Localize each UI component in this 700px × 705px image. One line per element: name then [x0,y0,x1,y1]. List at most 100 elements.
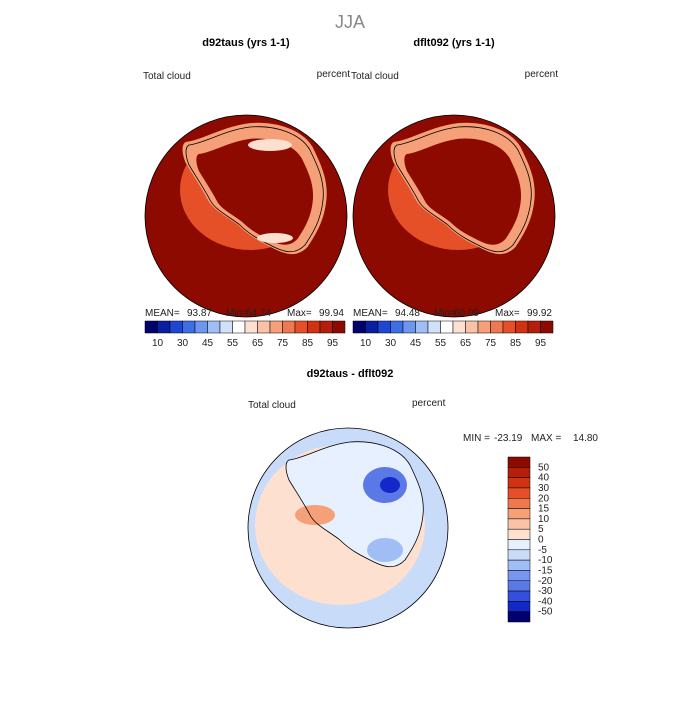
stat-label: Min= [226,308,248,319]
colorbar-label: 10 [360,338,372,349]
colorbar-label: 75 [277,338,289,349]
colorbar-box [169,320,183,334]
colorbar-box [219,320,233,334]
colorbar-label: -10 [538,555,553,566]
colorbar-label: 30 [538,483,550,494]
colorbar-box [257,320,271,334]
colorbar-box [507,528,531,540]
stat-label: Max= [495,308,520,319]
colorbar-box [319,320,333,334]
colorbar-label: 55 [435,338,447,349]
stat-label: Max= [287,308,312,319]
colorbar-box [507,611,531,623]
units-label: percent [317,69,351,80]
colorbar-box [507,477,531,489]
colorbar-box [232,320,246,334]
panel-title: d92taus - dflt092 [307,368,394,380]
colorbar-box [307,320,321,334]
colorbar-box [477,320,491,334]
stat-label: Min= [434,308,456,319]
colorbar-label: 85 [302,338,314,349]
colorbar-box [269,320,283,334]
colorbar-box [507,498,531,509]
stat-label: MIN = [463,433,490,444]
colorbar-label: -40 [538,596,553,607]
colorbar-box [502,320,516,334]
colorbar-label: -5 [538,545,547,556]
colorbar-box [144,320,158,334]
colorbar-box [402,320,416,334]
colorbar-box [244,320,258,334]
colorbar-label: 10 [538,514,550,525]
colorbar-label: 5 [538,524,544,535]
colorbar-box [507,580,531,592]
colorbar-box [507,539,531,551]
colorbar-box [465,320,479,334]
figure-title: JJA [335,12,365,32]
stat-value: 60.09 [454,308,479,319]
map-border [144,114,348,318]
colorbar-box [507,570,531,581]
colorbar-label: 40 [538,473,550,484]
stat-value: 14.80 [573,433,598,444]
colorbar-label: 30 [177,338,189,349]
variable-label: Total cloud [143,71,191,82]
colorbar-label: -30 [538,586,553,597]
colorbar-label: 95 [535,338,547,349]
colorbar-box [540,320,554,334]
colorbar-box [377,320,391,334]
stat-value: 99.92 [527,308,552,319]
map [248,428,448,628]
colorbar-box [415,320,429,334]
map-border [352,114,556,318]
panel-title: dflt092 (yrs 1-1) [413,37,495,49]
colorbar-label: 85 [510,338,522,349]
stat-value: -23.19 [494,433,523,444]
colorbar-label: 15 [538,504,550,515]
colorbar-box [294,320,308,334]
map-border [247,427,449,629]
colorbar-label: 65 [460,338,472,349]
colorbar-box [507,508,531,520]
colorbar-label: -50 [538,607,553,618]
colorbar-label: -15 [538,565,553,576]
colorbar-box [515,320,529,334]
colorbar-box [207,320,221,334]
stat-value: 54.74 [246,308,271,319]
colorbar-box [157,320,171,334]
colorbar-box [507,590,531,602]
colorbar-label: 50 [538,462,550,473]
colorbar-label: 0 [538,535,544,546]
colorbar-label: 95 [327,338,339,349]
stat-value: 94.48 [395,308,420,319]
colorbar-box [507,601,531,612]
colorbar-box [440,320,454,334]
variable-label: Total cloud [248,400,296,411]
stat-label: MAX = [531,433,561,444]
colorbar-label: 20 [538,493,550,504]
colorbar-box [490,320,504,334]
colorbar-box [365,320,379,334]
colorbar-label: 65 [252,338,264,349]
colorbar-box [390,320,404,334]
colorbar-label: 55 [227,338,239,349]
colorbar-box [507,518,531,530]
colorbar-box [282,320,296,334]
colorbar-box [507,559,531,571]
colorbar-label: 10 [152,338,164,349]
colorbar-box [507,467,531,478]
stat-label: MEAN= [353,308,388,319]
colorbar-label: -20 [538,576,553,587]
variable-label: Total cloud [351,71,399,82]
colorbar-box [427,320,441,334]
panel-title: d92taus (yrs 1-1) [202,37,290,49]
colorbar-label: 30 [385,338,397,349]
units-label: percent [525,69,559,80]
map [145,115,347,317]
units-label: percent [412,398,446,409]
stat-label: MEAN= [145,308,180,319]
colorbar-box [332,320,346,334]
colorbar-box [507,549,531,561]
colorbar-box [527,320,541,334]
colorbar-label: 45 [410,338,422,349]
